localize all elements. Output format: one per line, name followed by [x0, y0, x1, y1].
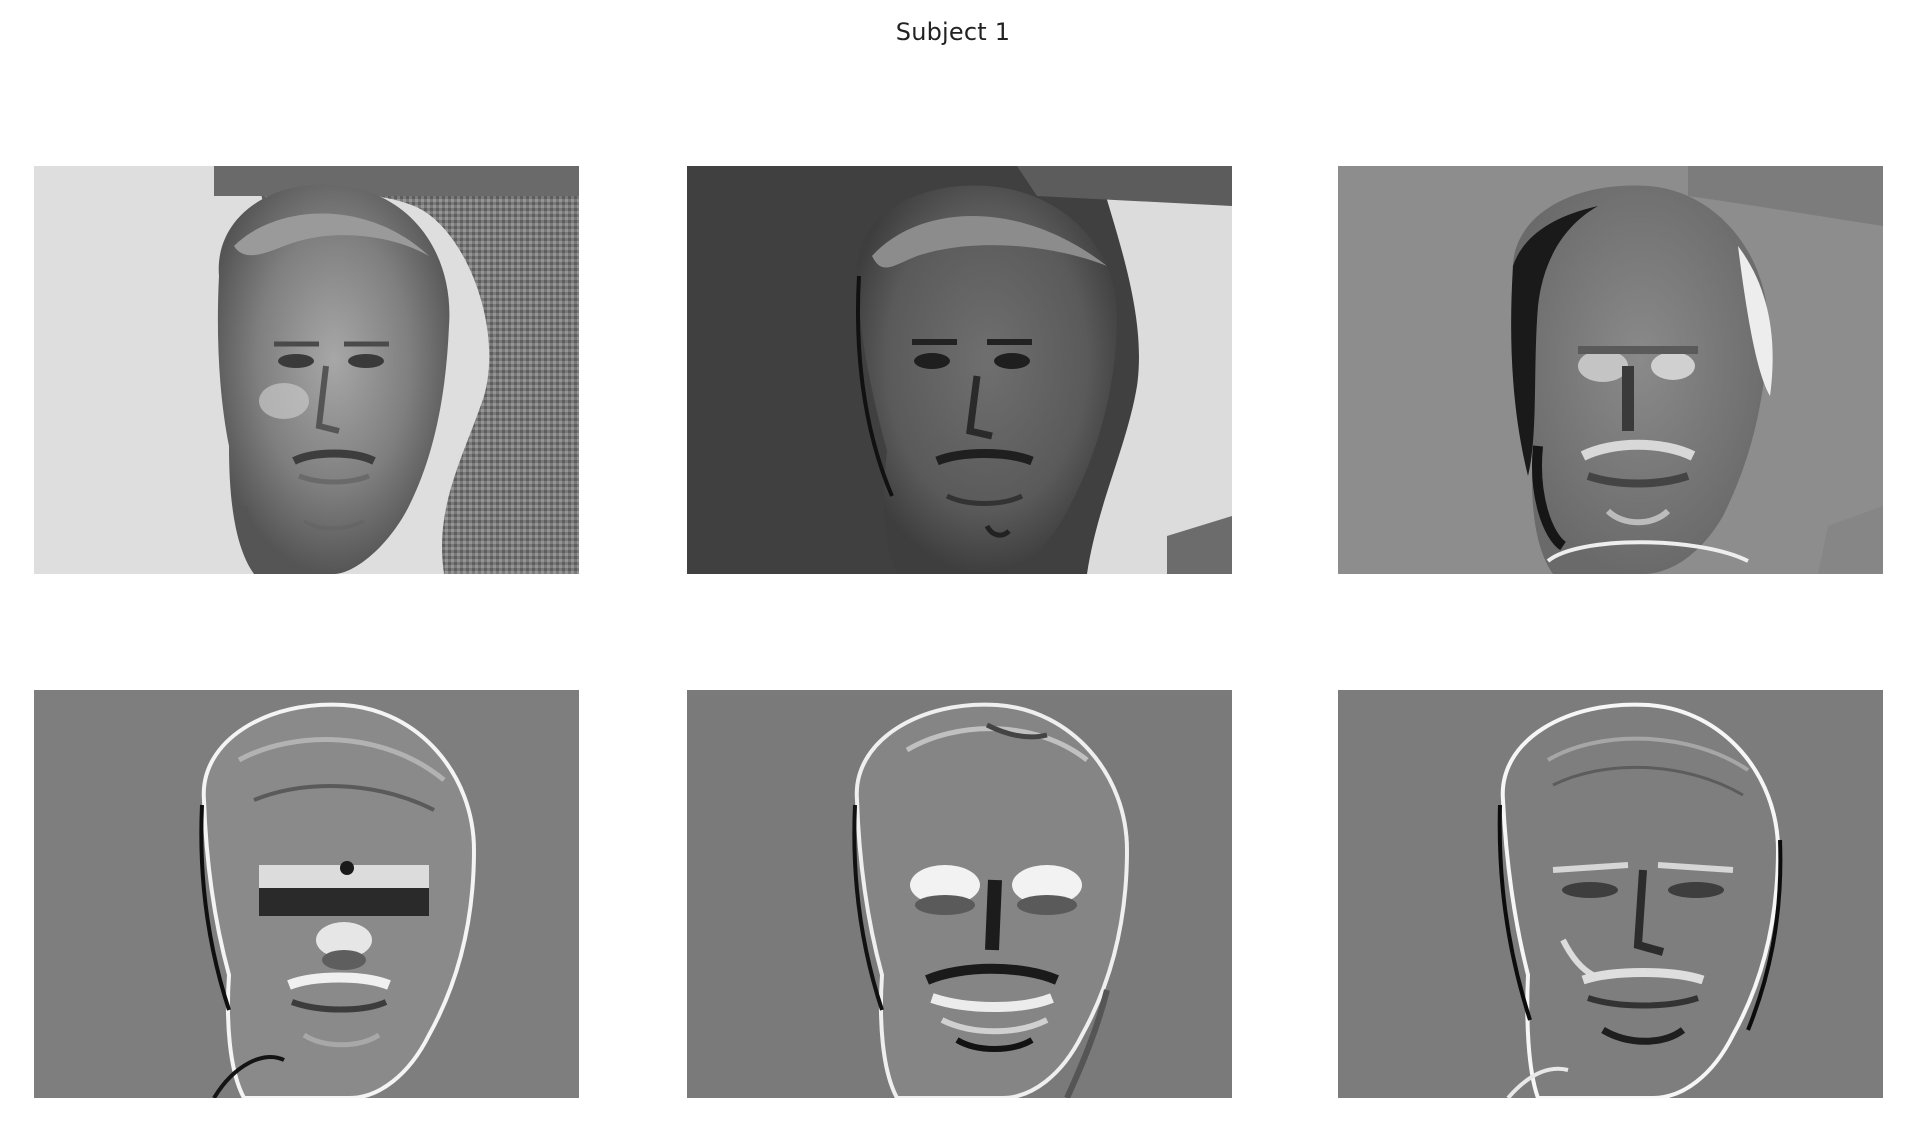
face-image-6: [1338, 690, 1883, 1098]
face-image-3: [1338, 166, 1883, 574]
face-image-1: [34, 166, 579, 574]
face-image-4: [34, 690, 579, 1098]
figure-title: Subject 1: [895, 18, 1011, 46]
face-image-5: [687, 690, 1232, 1098]
face-image-2: [687, 166, 1232, 574]
image-grid: [34, 166, 1884, 1098]
